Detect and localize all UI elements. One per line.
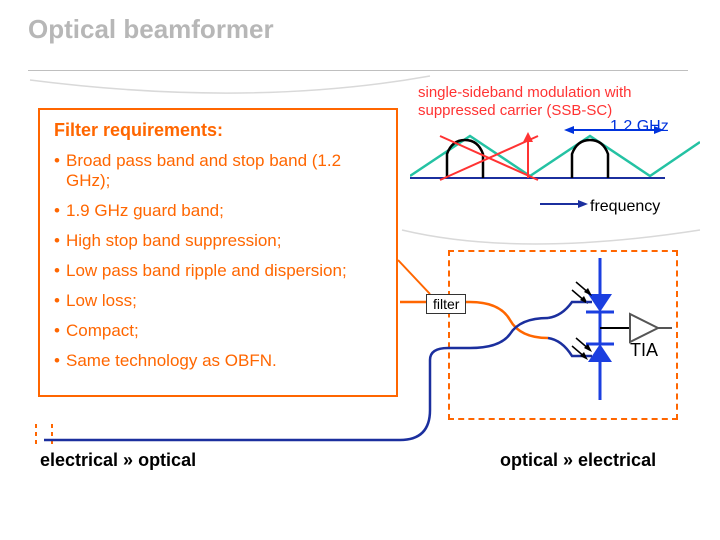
frequency-axis-label: frequency <box>590 198 660 216</box>
list-item: Compact; <box>54 321 382 341</box>
list-item: Low pass band ripple and dispersion; <box>54 261 382 281</box>
optical-to-electrical-label: optical » electrical <box>500 450 656 471</box>
electrical-to-optical-label: electrical » optical <box>40 450 196 471</box>
list-item: 1.9 GHz guard band; <box>54 201 382 221</box>
page-title: Optical beamformer <box>28 14 274 45</box>
filter-block-label: filter <box>426 294 466 314</box>
tia-label: TIA <box>630 340 658 361</box>
list-item: Low loss; <box>54 291 382 311</box>
divider <box>28 70 688 71</box>
spectrum-diagram: 1.2 GHz frequency <box>410 118 700 228</box>
ghz-span-label: 1.2 GHz <box>610 118 669 136</box>
ssb-caption: single-sideband modulation with suppress… <box>418 84 698 120</box>
optical-to-electrical-block <box>448 250 678 420</box>
requirements-list: Broad pass band and stop band (1.2 GHz);… <box>54 151 382 371</box>
list-item: High stop band suppression; <box>54 231 382 251</box>
requirements-heading: Filter requirements: <box>54 120 382 141</box>
list-item: Broad pass band and stop band (1.2 GHz); <box>54 151 382 191</box>
filter-requirements-panel: Filter requirements: Broad pass band and… <box>38 108 398 397</box>
list-item: Same technology as OBFN. <box>54 351 382 371</box>
